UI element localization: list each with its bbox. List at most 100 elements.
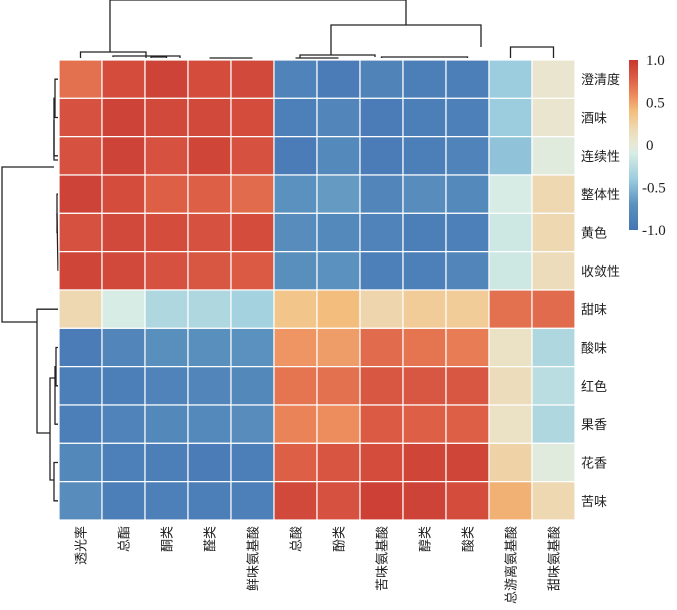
dendrogram-branch <box>150 56 168 58</box>
heatmap-cell <box>230 97 275 138</box>
heatmap-cell <box>488 251 533 291</box>
colorbar-tick-label: 0 <box>646 138 654 154</box>
heatmap-cell <box>144 404 189 444</box>
heatmap-cell <box>402 289 447 329</box>
heatmap-cell <box>101 59 146 99</box>
column-label: 甜味氨基酸 <box>547 526 563 591</box>
colorbar-tick-label: -0.5 <box>642 181 666 197</box>
dendrogram-branch <box>299 54 376 58</box>
dendrogram-branch <box>54 78 58 119</box>
heatmap-cell <box>144 442 189 483</box>
row-label: 收敛性 <box>581 264 620 280</box>
dendrogram-branch <box>55 346 58 387</box>
heatmap-cell <box>230 366 275 406</box>
heatmap-cell <box>144 136 189 176</box>
heatmap-cell <box>273 251 318 291</box>
heatmap-cell <box>273 136 318 176</box>
colorbar-tick-label: -1.0 <box>642 223 666 239</box>
heatmap-cell <box>230 327 275 368</box>
colorbar: 1.0 0.5 0 -0.5 -1.0 <box>629 53 666 239</box>
heatmap-cell <box>58 97 103 138</box>
heatmap-cell <box>445 136 490 176</box>
dendrogram-branch <box>330 24 482 55</box>
heatmap-cell <box>144 59 189 99</box>
row-label: 花香 <box>581 456 607 472</box>
heatmap-cell <box>488 442 533 483</box>
heatmap-cell <box>359 97 404 138</box>
heatmap-cell <box>531 97 576 138</box>
heatmap-cell <box>359 481 404 521</box>
dendrogram-branch <box>112 55 181 58</box>
heatmap-cell <box>359 251 404 291</box>
heatmap-cell <box>531 174 576 214</box>
heatmap-cell <box>531 289 576 329</box>
row-label: 酒味 <box>581 112 607 127</box>
heatmap-cell <box>58 212 103 253</box>
heatmap-cell <box>273 289 318 329</box>
heatmap-cell <box>144 481 189 521</box>
heatmap-cell <box>187 327 232 368</box>
heatmap-cell <box>402 251 447 291</box>
heatmap-cell <box>144 212 189 253</box>
heatmap-cell <box>359 366 404 406</box>
heatmap-cell <box>445 366 490 406</box>
row-label: 酸味 <box>581 342 607 357</box>
dendrogram-branch <box>53 120 58 161</box>
heatmap-cell <box>101 289 146 329</box>
heatmap-cell <box>531 212 576 253</box>
heatmap-cell <box>531 59 576 99</box>
heatmap-cell <box>230 212 275 253</box>
heatmap-cell <box>316 442 361 483</box>
heatmap-cell <box>230 174 275 214</box>
heatmap-cell <box>101 97 146 138</box>
heatmap-cell <box>58 442 103 483</box>
heatmap-cell <box>230 289 275 329</box>
heatmap-cell <box>187 481 232 521</box>
heatmap-cell <box>359 212 404 253</box>
dendrogram-branch <box>509 46 555 58</box>
heatmap-cell <box>273 404 318 444</box>
heatmap-cell <box>445 442 490 483</box>
heatmap-cell <box>531 442 576 483</box>
dendrogram-branch <box>54 366 58 425</box>
heatmap-cell <box>144 289 189 329</box>
heatmap-cell <box>58 136 103 176</box>
heatmap-cell <box>187 174 232 214</box>
heatmap-cell <box>402 327 447 368</box>
heatmap-cell <box>531 136 576 176</box>
heatmap-cell <box>359 136 404 176</box>
heatmap-cell <box>445 289 490 329</box>
dendrogram-branch <box>1 166 54 323</box>
column-label: 酮类 <box>161 526 176 552</box>
heatmap-cell <box>230 442 275 483</box>
heatmap-cell <box>58 59 103 99</box>
column-label: 苦味氨基酸 <box>375 526 391 591</box>
heatmap-cell <box>101 174 146 214</box>
heatmap-cell <box>488 59 533 99</box>
heatmap-cell <box>359 327 404 368</box>
heatmap-cell <box>488 404 533 444</box>
heatmap-cell <box>58 289 103 329</box>
row-label: 整体性 <box>581 188 620 203</box>
colorbar-tick-label: 0.5 <box>646 96 665 112</box>
heatmap-cell <box>230 481 275 521</box>
heatmap-cell <box>273 174 318 214</box>
heatmap-cell <box>58 174 103 214</box>
heatmap-cell <box>445 59 490 99</box>
heatmap-cell <box>445 251 490 291</box>
heatmap-cell <box>187 289 232 329</box>
heatmap-cell <box>316 136 361 176</box>
heatmap-cell <box>531 327 576 368</box>
heatmap-cell <box>531 251 576 291</box>
heatmap-cell <box>58 251 103 291</box>
heatmap-cell <box>58 404 103 444</box>
heatmap-cell <box>402 442 447 483</box>
colorbar-gradient <box>629 60 638 230</box>
heatmap-cell <box>58 366 103 406</box>
heatmap-cell <box>187 212 232 253</box>
heatmap-cell <box>316 366 361 406</box>
heatmap-cell <box>101 251 146 291</box>
heatmap-cell <box>488 481 533 521</box>
column-label: 总酯 <box>118 526 133 552</box>
